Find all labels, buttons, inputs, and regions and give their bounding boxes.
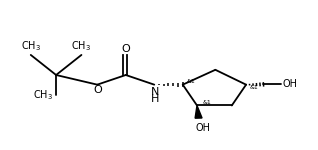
Text: H: H [151, 94, 159, 104]
Text: CH$_3$: CH$_3$ [72, 40, 92, 53]
Text: CH$_3$: CH$_3$ [33, 88, 53, 102]
Text: OH: OH [282, 79, 297, 89]
Text: OH: OH [195, 123, 210, 133]
Polygon shape [195, 105, 202, 118]
Text: &1: &1 [187, 79, 195, 84]
Text: &1: &1 [250, 85, 259, 90]
Text: N: N [151, 87, 159, 97]
Text: O: O [93, 85, 102, 95]
Text: CH$_3$: CH$_3$ [21, 40, 41, 53]
Text: O: O [121, 44, 130, 54]
Text: &1: &1 [203, 100, 211, 105]
